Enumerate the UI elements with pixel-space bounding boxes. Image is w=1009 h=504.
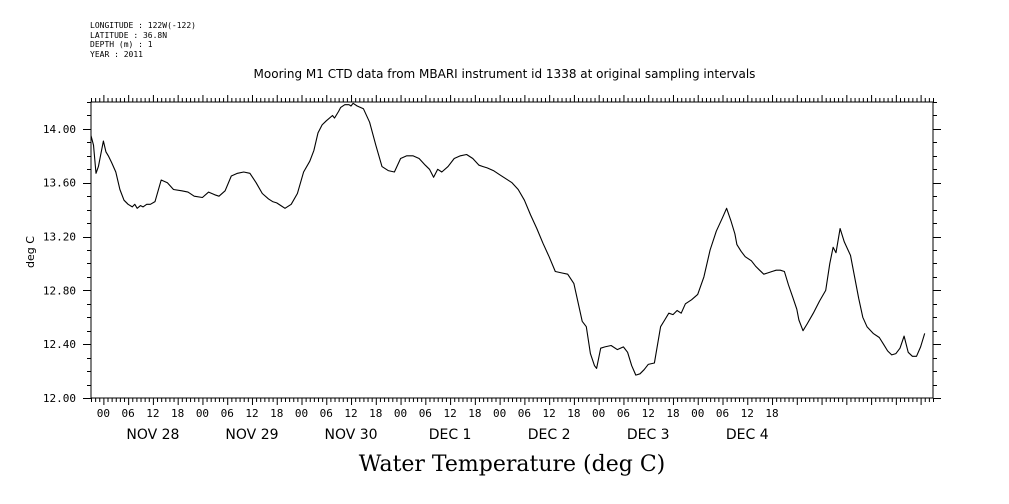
x-day-label: DEC 2 [528, 427, 571, 443]
depth-label: DEPTH (m) : 1 [90, 40, 153, 49]
mooring-metadata: LONGITUDE : 122W(-122) LATITUDE : 36.8N … [90, 21, 196, 59]
x-hour-label: 06 [419, 407, 432, 420]
plot-series [90, 102, 926, 376]
x-hour-label: 18 [369, 407, 382, 420]
x-hour-label: 12 [642, 407, 655, 420]
x-day-label: DEC 1 [429, 427, 472, 443]
x-hour-label: 06 [221, 407, 234, 420]
x-hour-label: 00 [493, 407, 506, 420]
x-hour-label: 12 [741, 407, 754, 420]
x-hour-label: 00 [196, 407, 209, 420]
y-tick-label: 14.00 [43, 123, 76, 136]
temperature-line [90, 102, 926, 376]
x-hour-label: 12 [344, 407, 357, 420]
x-hour-label: 00 [394, 407, 407, 420]
x-hour-label: 18 [666, 407, 679, 420]
x-day-label: NOV 28 [126, 427, 179, 443]
x-hour-label: 00 [592, 407, 605, 420]
x-hour-label: 18 [171, 407, 184, 420]
x-hour-label: 12 [146, 407, 159, 420]
y-tick-label: 12.40 [43, 338, 76, 351]
x-hour-label: 18 [567, 407, 580, 420]
longitude-label: LONGITUDE : 122W(-122) [90, 21, 196, 30]
x-day-label: DEC 4 [726, 427, 769, 443]
year-label: YEAR : 2011 [90, 49, 143, 59]
x-hour-label: 12 [245, 407, 258, 420]
latitude-label: LATITUDE : 36.8N [90, 30, 168, 40]
plot-ticks [83, 95, 941, 405]
x-hour-label: 18 [765, 407, 778, 420]
x-day-label: NOV 29 [225, 427, 278, 443]
chart-title: Mooring M1 CTD data from MBARI instrumen… [253, 67, 756, 81]
x-hour-label: 06 [617, 407, 630, 420]
x-hour-label: 12 [543, 407, 556, 420]
y-tick-label: 13.60 [43, 177, 76, 190]
plot-tick-labels: 00 06 12 18 00 06 12 18 00 06 12 18 00 06 12 18 00 06 12 18… [43, 123, 779, 443]
variable-title: Water Temperature (deg C) [358, 452, 666, 477]
x-hour-label: 18 [270, 407, 283, 420]
plot-frame [90, 101, 934, 399]
x-day-label: NOV 30 [324, 427, 377, 443]
x-day-label: DEC 3 [627, 427, 670, 443]
x-hour-label: 00 [97, 407, 110, 420]
x-hour-label: 18 [468, 407, 481, 420]
x-hour-label: 12 [443, 407, 456, 420]
y-tick-label: 13.20 [43, 231, 76, 244]
y-tick-label: 12.80 [43, 284, 76, 297]
x-hour-label: 06 [122, 407, 135, 420]
x-hour-label: 00 [295, 407, 308, 420]
x-hour-label: 06 [518, 407, 531, 420]
y-axis-label: deg C [24, 236, 37, 268]
x-hour-label: 06 [716, 407, 729, 420]
x-hour-label: 06 [320, 407, 333, 420]
x-hour-label: 00 [691, 407, 704, 420]
y-tick-label: 12.00 [43, 392, 76, 405]
plot-axes [90, 101, 934, 399]
